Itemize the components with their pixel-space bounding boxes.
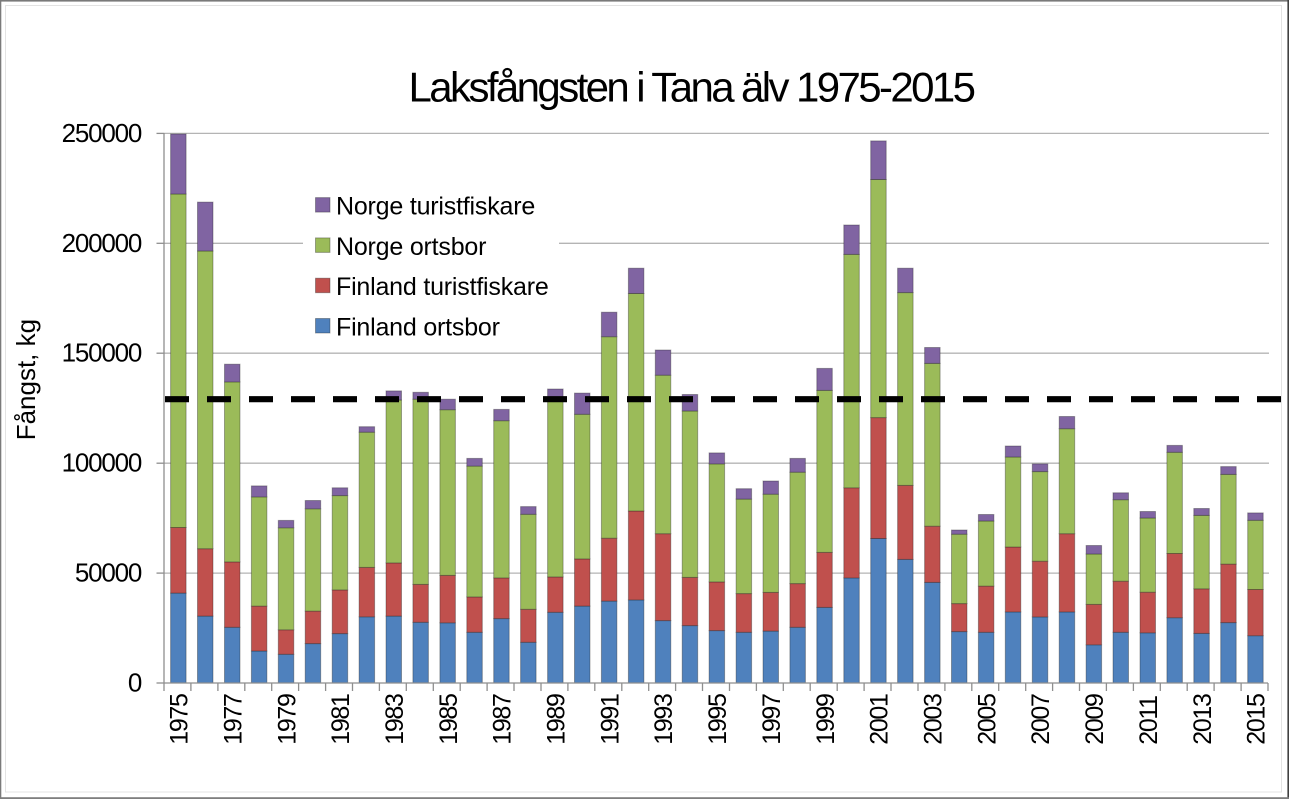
svg-text:250000: 250000: [62, 118, 142, 148]
svg-text:Norge turistfiskare: Norge turistfiskare: [336, 193, 535, 221]
svg-text:1995: 1995: [704, 694, 732, 745]
svg-text:1979: 1979: [273, 694, 301, 745]
svg-text:Norge ortsbor: Norge ortsbor: [336, 233, 486, 261]
svg-text:2003: 2003: [920, 694, 948, 745]
svg-text:2009: 2009: [1081, 694, 1109, 745]
svg-text:200000: 200000: [62, 228, 142, 258]
svg-text:100000: 100000: [62, 448, 142, 478]
svg-text:1997: 1997: [758, 694, 786, 745]
svg-text:2013: 2013: [1189, 694, 1217, 745]
svg-text:1999: 1999: [812, 694, 840, 745]
svg-text:1987: 1987: [489, 694, 517, 745]
svg-text:2015: 2015: [1243, 694, 1271, 745]
svg-text:Finland ortsbor: Finland ortsbor: [336, 313, 500, 341]
svg-text:150000: 150000: [62, 338, 142, 368]
svg-text:1991: 1991: [596, 694, 624, 745]
svg-text:1985: 1985: [435, 694, 463, 745]
svg-text:1989: 1989: [543, 694, 571, 745]
svg-text:1993: 1993: [650, 694, 678, 745]
svg-text:1977: 1977: [219, 694, 247, 745]
svg-text:Finland turistfiskare: Finland turistfiskare: [336, 273, 549, 301]
svg-text:0: 0: [128, 668, 142, 698]
svg-text:2005: 2005: [973, 694, 1001, 745]
svg-text:1983: 1983: [381, 694, 409, 745]
svg-text:50000: 50000: [75, 558, 142, 588]
svg-text:2007: 2007: [1027, 694, 1055, 745]
svg-text:Laksfångsten i Tana älv 1975-2: Laksfångsten i Tana älv 1975-2015: [409, 64, 975, 111]
svg-text:Fångst, kg: Fångst, kg: [11, 319, 41, 440]
svg-text:2011: 2011: [1135, 696, 1163, 745]
svg-text:1981: 1981: [327, 694, 355, 745]
svg-text:1975: 1975: [166, 694, 194, 745]
svg-text:2001: 2001: [866, 694, 894, 745]
